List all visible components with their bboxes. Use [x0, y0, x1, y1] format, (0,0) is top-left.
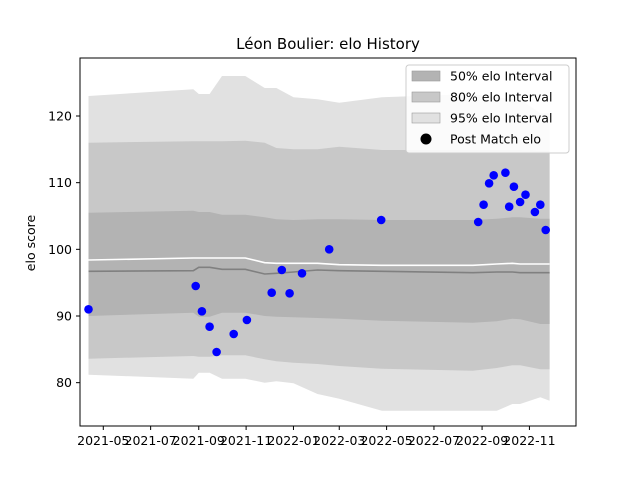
data-point — [536, 200, 545, 209]
y-tick-label: 80 — [56, 375, 72, 390]
x-tick-label: 2022-11 — [503, 433, 555, 448]
x-tick-label: 2022-07 — [408, 433, 460, 448]
legend: 50% elo Interval 80% elo Interval 95% elo … — [405, 64, 570, 154]
x-tick-label: 2022-01 — [267, 433, 319, 448]
data-point — [504, 202, 514, 211]
y-tick-label: 100 — [48, 242, 72, 257]
chart-title: Léon Boulier: elo History — [236, 35, 420, 53]
data-point — [521, 190, 530, 199]
post-match-points — [84, 168, 550, 357]
legend-swatch — [411, 112, 441, 124]
x-tick-label: 2022-03 — [313, 433, 365, 448]
legend-label: Post Match elo — [450, 132, 541, 147]
data-point — [285, 289, 294, 298]
y-tick-label: 110 — [48, 175, 72, 190]
legend-item: 95% elo Interval — [411, 111, 552, 126]
plot-frame — [79, 57, 577, 427]
x-axis-ticks: 2021-052021-072021-092021-112022-012022-… — [77, 426, 556, 448]
data-point — [212, 347, 221, 357]
x-tick-label: 2022-05 — [360, 433, 412, 448]
data-point — [297, 269, 307, 278]
data-point — [267, 288, 277, 298]
data-point — [277, 265, 287, 275]
data-point — [484, 179, 494, 188]
data-point — [489, 171, 499, 180]
data-point — [530, 207, 540, 217]
data-point — [84, 305, 93, 314]
data-point — [229, 329, 238, 339]
legend-label: 95% elo Interval — [450, 111, 552, 126]
x-tick-label: 2021-09 — [173, 433, 225, 448]
x-tick-label: 2021-05 — [77, 433, 129, 448]
legend-label: 50% elo Interval — [450, 69, 552, 84]
legend-swatch — [411, 91, 441, 103]
mean-line — [88, 257, 550, 267]
legend-item: 50% elo Interval — [411, 69, 552, 84]
y-axis-label: elo score — [23, 215, 38, 272]
x-tick-label: 2021-07 — [125, 433, 177, 448]
legend-marker — [420, 133, 432, 145]
y-axis-ticks: 80 90 100 110 120 — [48, 109, 80, 390]
x-tick-label: 2022-09 — [456, 433, 508, 448]
data-point — [501, 168, 510, 177]
y-tick-label: 120 — [48, 109, 72, 124]
legend-label: 80% elo Interval — [450, 90, 552, 105]
data-point — [324, 245, 334, 254]
legend-box — [405, 64, 570, 154]
legend-item: 80% elo Interval — [411, 90, 552, 105]
plot-area — [84, 76, 550, 411]
data-point — [197, 307, 207, 316]
data-point — [515, 197, 525, 207]
band-50-interval — [88, 210, 550, 324]
data-point — [191, 281, 200, 291]
data-point — [479, 200, 488, 209]
legend-item: Post Match elo — [420, 132, 541, 147]
legend-swatch — [411, 70, 441, 82]
x-tick-label: 2021-11 — [220, 433, 272, 448]
data-point — [205, 322, 214, 332]
data-point — [376, 215, 386, 225]
data-point — [541, 225, 550, 235]
data-point — [242, 315, 252, 325]
data-point — [473, 217, 483, 227]
data-point — [509, 182, 519, 191]
y-tick-label: 90 — [56, 309, 72, 324]
